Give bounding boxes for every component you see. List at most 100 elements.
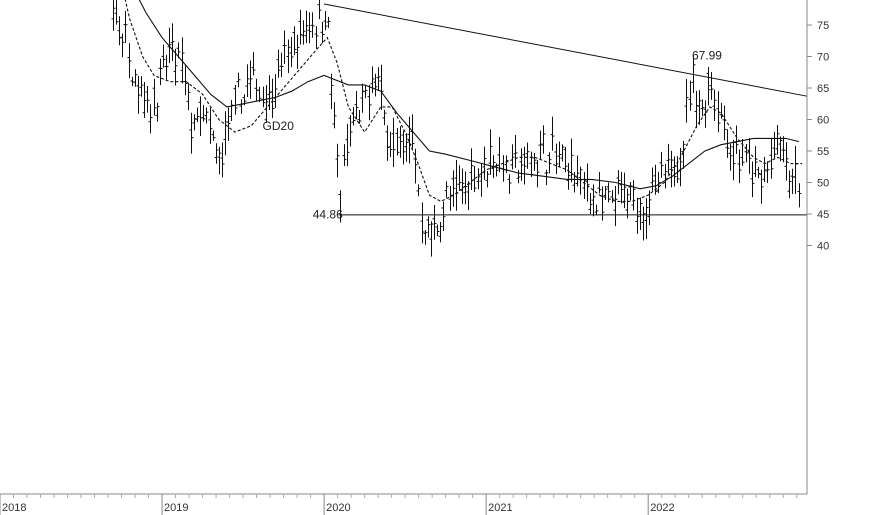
price-bar bbox=[145, 86, 150, 113]
price-bar bbox=[769, 137, 774, 179]
price-bar bbox=[176, 42, 181, 59]
price-bar bbox=[236, 72, 241, 88]
price-bar bbox=[158, 58, 163, 86]
price-bar bbox=[376, 67, 381, 91]
price-bar bbox=[781, 136, 786, 163]
price-bar bbox=[183, 64, 188, 96]
price-bar bbox=[164, 54, 169, 81]
price-bar bbox=[189, 112, 194, 154]
price-bar bbox=[476, 168, 481, 190]
price-bar bbox=[613, 185, 618, 227]
price-bar bbox=[753, 146, 758, 178]
y-tick-label: 80 bbox=[817, 0, 829, 1]
y-tick-label: 40 bbox=[817, 241, 829, 253]
price-bar bbox=[395, 127, 400, 156]
gd40-line bbox=[138, 0, 800, 190]
x-tick-label: 2019 bbox=[164, 502, 188, 514]
y-tick-label: 75 bbox=[817, 20, 829, 32]
price-bar bbox=[217, 146, 222, 175]
price-bar bbox=[329, 73, 334, 110]
price-bar bbox=[585, 163, 590, 202]
annotation-high2022: 67.99 bbox=[692, 49, 722, 63]
price-bar bbox=[251, 52, 256, 76]
price-bar bbox=[354, 91, 359, 120]
price-bar bbox=[575, 155, 580, 187]
price-bar bbox=[448, 186, 453, 211]
price-bar bbox=[385, 125, 390, 161]
price-bar bbox=[420, 202, 425, 244]
price-bar bbox=[398, 126, 403, 158]
price-bar bbox=[317, 0, 322, 20]
price-bar bbox=[684, 79, 689, 123]
price-bar bbox=[709, 72, 714, 100]
price-bar bbox=[740, 138, 745, 166]
price-bar bbox=[519, 148, 524, 181]
price-bar bbox=[566, 162, 571, 190]
price-bar bbox=[535, 160, 540, 188]
price-bar bbox=[351, 106, 356, 126]
price-bar bbox=[286, 39, 291, 74]
price-bar bbox=[111, 0, 116, 31]
price-bar bbox=[762, 156, 767, 182]
price-bar bbox=[233, 84, 238, 115]
price-bars bbox=[111, 0, 802, 257]
price-bar bbox=[142, 81, 147, 118]
price-bar bbox=[136, 75, 141, 114]
price-bar bbox=[644, 198, 649, 240]
price-bar bbox=[295, 34, 300, 70]
price-bar bbox=[694, 90, 699, 129]
price-bar bbox=[460, 168, 465, 205]
y-tick-label: 45 bbox=[817, 209, 829, 221]
price-bar bbox=[522, 146, 527, 185]
price-bar bbox=[659, 151, 664, 178]
price-bar bbox=[550, 116, 555, 151]
price-bar bbox=[560, 144, 565, 162]
price-bar bbox=[610, 190, 615, 203]
price-bar bbox=[635, 197, 640, 234]
price-bar bbox=[298, 9, 303, 45]
price-bar bbox=[332, 102, 337, 129]
price-bar bbox=[370, 66, 375, 94]
price-bar bbox=[647, 190, 652, 226]
resistance-trendline bbox=[324, 3, 808, 97]
price-bar bbox=[201, 104, 206, 122]
price-bar bbox=[557, 141, 562, 167]
price-bar bbox=[310, 12, 315, 38]
price-bar bbox=[292, 26, 297, 56]
price-bar bbox=[314, 25, 319, 49]
price-bar bbox=[304, 10, 309, 43]
price-bar bbox=[797, 183, 802, 208]
price-bar bbox=[367, 84, 372, 121]
price-bar bbox=[451, 170, 456, 207]
price-bar bbox=[423, 229, 428, 245]
price-bar bbox=[127, 43, 132, 79]
trendlines bbox=[324, 3, 808, 216]
price-bar bbox=[357, 109, 362, 124]
price-bar bbox=[597, 171, 602, 194]
price-bar bbox=[744, 144, 749, 163]
price-bar bbox=[323, 11, 328, 31]
y-tick-label: 60 bbox=[817, 115, 829, 127]
price-bar bbox=[276, 49, 281, 78]
y-tick-label: 50 bbox=[817, 178, 829, 190]
price-bar bbox=[688, 80, 693, 111]
x-tick-label: 2021 bbox=[488, 502, 512, 514]
price-bar bbox=[444, 181, 449, 198]
price-bar bbox=[401, 130, 406, 165]
price-bar bbox=[117, 16, 122, 46]
price-bar bbox=[569, 138, 574, 183]
price-bar bbox=[114, 0, 119, 25]
price-bar bbox=[541, 125, 546, 154]
price-bar bbox=[619, 171, 624, 204]
y-tick-label: 65 bbox=[817, 83, 829, 95]
price-bar bbox=[787, 170, 792, 199]
price-bar bbox=[594, 204, 599, 216]
price-bar bbox=[373, 73, 378, 97]
price-bar bbox=[204, 107, 209, 124]
price-bar bbox=[656, 171, 661, 193]
price-bar bbox=[706, 67, 711, 106]
price-bar bbox=[342, 144, 347, 166]
price-bar bbox=[441, 201, 446, 232]
